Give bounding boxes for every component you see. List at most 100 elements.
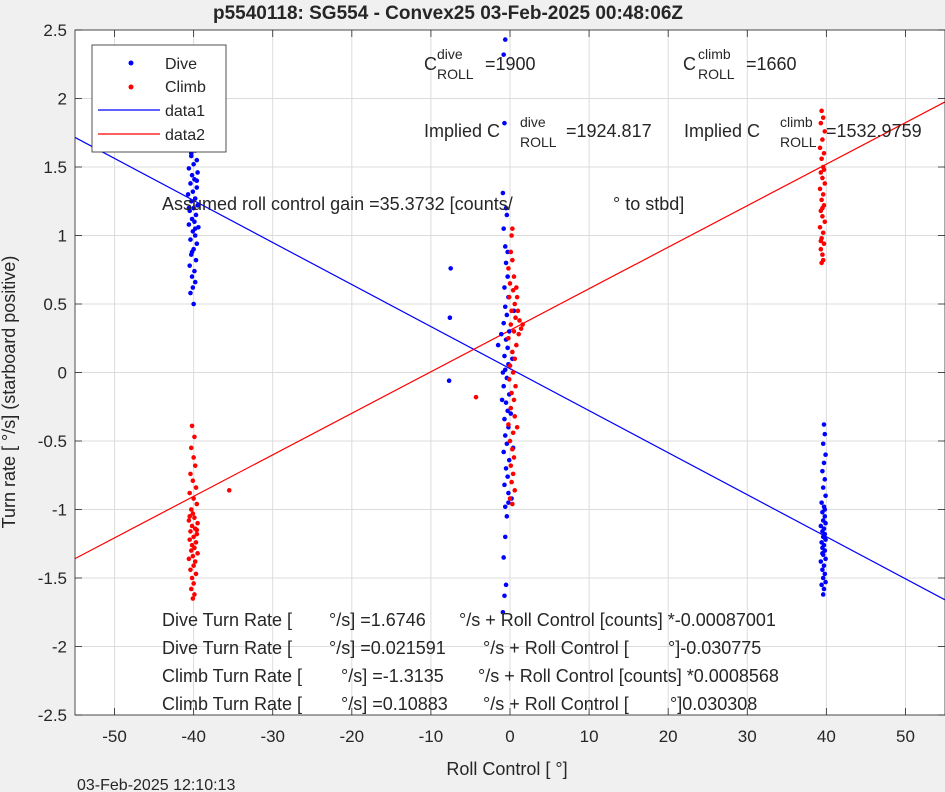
climb-point: [510, 501, 515, 507]
dive-point: [188, 181, 193, 186]
eq-dive-deg-b: °/s] =0.021591: [329, 638, 446, 658]
dive-point: [505, 408, 510, 414]
dive-point: [822, 431, 828, 437]
annotation-gain-units: ° to stbd]: [613, 194, 684, 214]
x-tick-label: -10: [419, 727, 444, 746]
climb-point: [819, 108, 824, 114]
climb-point: [186, 556, 192, 562]
climb-point: [515, 308, 521, 314]
y-tick-label: 1.5: [43, 158, 67, 177]
climb-point: [188, 471, 193, 477]
x-tick-label: 40: [817, 727, 836, 746]
climb-point: [818, 120, 824, 126]
eq-climb-deg-c: °/s + Roll Control [: [483, 694, 629, 714]
climb-point: [518, 326, 524, 331]
climb-point: [818, 238, 824, 244]
dive-point: [823, 520, 828, 526]
climb-point: [817, 224, 823, 230]
y-tick-label: -1.5: [38, 569, 67, 588]
climb-point: [819, 260, 824, 266]
x-tick-label: 30: [738, 727, 757, 746]
climb-point: [822, 181, 828, 186]
x-axis-label: Roll Control [ °]: [446, 759, 567, 779]
dive-point: [500, 370, 506, 375]
climb-point: [186, 518, 192, 523]
dive-point: [505, 274, 510, 279]
climb-point: [510, 288, 516, 293]
dive-point: [189, 249, 195, 255]
dive-point: [819, 582, 824, 588]
dive-point: [823, 493, 828, 499]
dive-point: [502, 534, 508, 540]
climb-point: [818, 170, 824, 175]
climb-point: [189, 575, 195, 581]
climb-point: [820, 115, 826, 120]
climb-point: [191, 496, 196, 501]
dive-point: [502, 482, 507, 488]
y-axis-label: Turn rate [ °/s] (starboard positive): [0, 256, 19, 529]
dive-point: [502, 433, 508, 438]
dive-point: [194, 178, 200, 183]
climb-point: [507, 438, 513, 444]
series-climb: [186, 108, 828, 601]
climb-point: [192, 545, 197, 551]
annotation-c-dive: C dive ROLL =1900: [424, 46, 536, 82]
dive-point: [820, 468, 825, 474]
svg-text:ROLL: ROLL: [437, 66, 474, 82]
climb-point: [195, 520, 200, 526]
y-tick-label: -2.5: [38, 706, 67, 725]
dive-point: [502, 304, 508, 310]
tick-labels: -50 -40 -30 -20 -10 0 10 20 30 40 50 2.5 2 1.5 1 0.5 0 -0…: [38, 21, 915, 746]
dive-point: [192, 219, 197, 225]
dive-point: [501, 226, 506, 231]
legend-data1-label: data1: [165, 103, 205, 120]
climb-point: [187, 537, 192, 542]
eq-dive-counts-b: °/s] =1.6746: [329, 610, 426, 630]
dive-point: [818, 523, 824, 529]
dive-point: [820, 485, 826, 490]
svg-text:=1660: =1660: [746, 54, 797, 74]
dive-point: [822, 507, 828, 512]
climb-point: [821, 167, 827, 173]
x-tick-label: -30: [260, 727, 285, 746]
y-tick-label: 0.5: [43, 295, 67, 314]
climb-point: [473, 394, 479, 400]
dive-point: [194, 185, 200, 190]
dive-point: [820, 551, 825, 556]
dive-point: [188, 198, 194, 204]
climb-point: [187, 514, 192, 519]
dive-point: [187, 263, 192, 268]
dive-point: [501, 449, 506, 455]
climb-point: [820, 214, 825, 219]
climb-point: [188, 445, 194, 451]
legend-dive-label: Dive: [165, 56, 197, 73]
climb-point: [509, 308, 514, 314]
climb-point: [514, 425, 520, 430]
dive-point: [191, 161, 196, 167]
legend: Dive Climb data1 data2: [91, 44, 227, 153]
climb-point: [509, 390, 514, 396]
dive-point: [500, 190, 506, 196]
dive-point: [191, 301, 196, 307]
climb-point: [192, 559, 198, 564]
climb-point: [820, 137, 825, 142]
eq-dive-deg-d: °]-0.030775: [668, 638, 761, 658]
svg-text:ROLL: ROLL: [698, 66, 735, 82]
eq-climb-deg-d: °]0.030308: [670, 694, 757, 714]
dive-point: [503, 582, 509, 588]
climb-point: [510, 446, 515, 452]
climb-point: [194, 531, 200, 537]
climb-point: [188, 529, 193, 534]
climb-point: [508, 463, 514, 468]
dive-point: [190, 189, 196, 194]
svg-text:Implied C: Implied C: [424, 121, 500, 141]
dive-point: [502, 244, 508, 249]
climb-point: [511, 274, 517, 279]
dive-point: [506, 457, 512, 463]
dive-point: [821, 460, 827, 466]
annotation-c-climb: C climb ROLL =1660: [683, 46, 797, 82]
climb-point: [193, 571, 199, 577]
dive-point: [190, 285, 196, 290]
climb-point: [508, 249, 514, 255]
legend-box: [91, 44, 227, 153]
